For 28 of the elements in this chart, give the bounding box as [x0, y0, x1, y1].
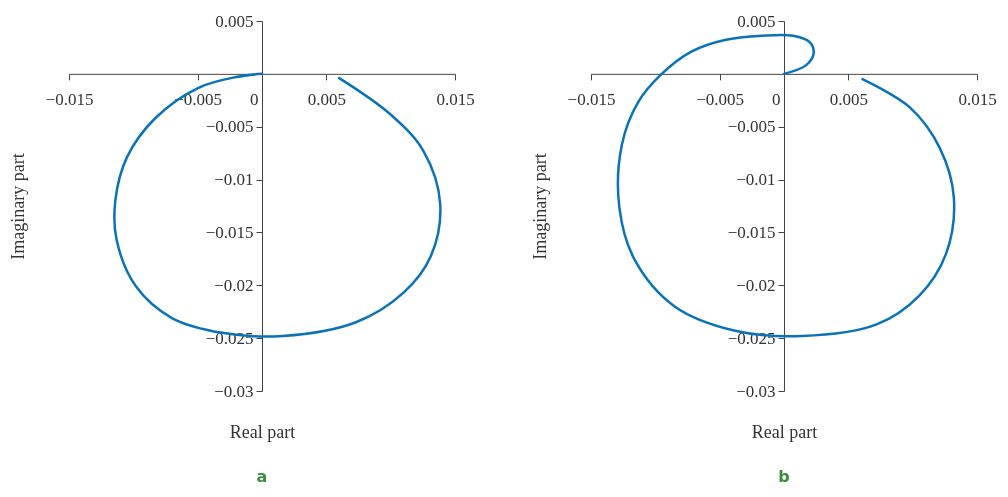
x-tick-label: −0.005 [696, 90, 745, 110]
y-tick-label: −0.03 [214, 381, 254, 401]
y-tick-label: −0.01 [736, 170, 776, 190]
x-tick-label: −0.015 [567, 90, 616, 110]
y-axis-title: Imaginary part [529, 153, 550, 260]
x-tick-label: 0.015 [436, 90, 475, 110]
x-axis-title: Real part [229, 421, 296, 442]
y-tick-label: −0.015 [205, 222, 254, 242]
x-tick-label: 0 [772, 90, 781, 110]
x-tick-label: 0.005 [829, 90, 868, 110]
y-axis-title: Imaginary part [7, 153, 28, 260]
text: a [256, 467, 268, 486]
y-tick-label: −0.01 [214, 170, 254, 190]
x-tick-label: 0.005 [307, 90, 346, 110]
y-tick-label: −0.02 [736, 275, 776, 295]
x-tick-label: −0.015 [45, 90, 94, 110]
x-tick-label: 0 [250, 90, 259, 110]
y-tick-label: 0.005 [737, 11, 776, 31]
text: b [778, 467, 790, 486]
y-tick-label: −0.005 [205, 117, 254, 137]
y-tick-label: −0.02 [214, 275, 254, 295]
x-tick-label: −0.005 [174, 90, 223, 110]
y-tick-label: −0.03 [736, 381, 776, 401]
y-tick-label: −0.015 [727, 222, 776, 242]
y-tick-label: −0.005 [727, 117, 776, 137]
x-axis-title: Real part [751, 421, 818, 442]
x-tick-label: 0.015 [958, 90, 997, 110]
y-tick-label: 0.005 [215, 11, 254, 31]
